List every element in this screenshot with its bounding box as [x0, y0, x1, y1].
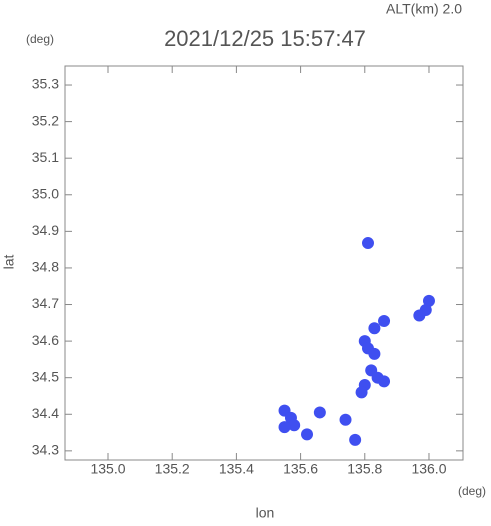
y-tick-label: 35.3: [32, 76, 59, 92]
echo-point: [278, 421, 291, 434]
echo-point: [361, 237, 374, 250]
echo-point: [368, 347, 381, 360]
y-tick-label: 34.7: [32, 295, 59, 311]
y-tick-label: 34.5: [32, 368, 59, 384]
chart-title: 2021/12/25 15:57:47: [164, 26, 366, 51]
echo-point: [422, 294, 435, 307]
y-axis-label: lat: [1, 255, 17, 270]
echo-point: [368, 322, 381, 335]
echo-point: [378, 375, 391, 388]
altitude-label: ALT(km) 2.0: [386, 1, 462, 17]
y-tick-label: 34.8: [32, 259, 59, 275]
x-tick-label: 136.0: [411, 461, 446, 477]
x-tick-label: 135.2: [155, 461, 190, 477]
echo-point: [349, 433, 362, 446]
x-tick-label: 135.0: [90, 461, 125, 477]
x-tick-label: 135.8: [347, 461, 382, 477]
echo-point: [301, 428, 314, 441]
echo-point: [288, 419, 301, 432]
y-tick-label: 35.1: [32, 149, 59, 165]
x-tick-label: 135.4: [219, 461, 254, 477]
y-tick-label: 34.9: [32, 222, 59, 238]
y-tick-label: 35.2: [32, 112, 59, 128]
echo-point: [413, 309, 426, 322]
y-unit: (deg): [26, 32, 54, 46]
echo-point: [339, 413, 352, 426]
plot-frame: [64, 65, 464, 461]
echo-point: [355, 386, 368, 399]
x-tick-label: 135.6: [283, 461, 318, 477]
x-unit: (deg): [458, 484, 486, 498]
y-tick-label: 34.3: [32, 442, 59, 458]
x-axis-label: lon: [256, 505, 275, 521]
y-tick-label: 35.0: [32, 185, 59, 201]
y-tick-label: 34.4: [32, 405, 59, 421]
echo-point: [378, 314, 391, 327]
y-tick-label: 34.6: [32, 332, 59, 348]
echo-point: [313, 406, 326, 419]
